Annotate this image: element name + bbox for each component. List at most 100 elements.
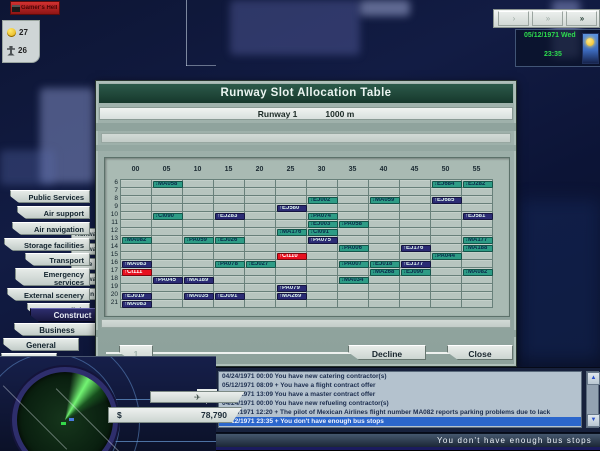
flight-chip-CI091[interactable]: ↓CI091 — [308, 229, 338, 236]
close-button[interactable]: Close — [447, 345, 513, 360]
game-speed-controls: ›»» — [493, 9, 600, 28]
scroll-down-arrow-icon[interactable]: ▼ — [587, 414, 600, 427]
log-message[interactable]: 04/24/1971 00:00 You have new catering c… — [222, 373, 387, 380]
flight-chip-PA078[interactable]: ↓PA078 — [215, 261, 245, 268]
sidebar-item-storage-facilities[interactable]: Storage facilities — [4, 238, 90, 251]
menu-button-business[interactable]: Business — [14, 323, 100, 336]
sidebar-item-transport[interactable]: Transport — [25, 253, 90, 266]
log-scrollbar[interactable]: ▲ ▼ — [586, 371, 600, 428]
flight-chip-EJ002[interactable]: ↓EJ002 — [308, 197, 338, 204]
flight-chip-PA044[interactable]: ↓PA044 — [432, 253, 462, 260]
flight-chip-PA075[interactable]: ↑PA075 — [308, 237, 338, 244]
flight-chip-EJ091[interactable]: ↑EJ091 — [215, 293, 245, 300]
flight-chip-CI111[interactable]: ↑CI111 — [122, 269, 152, 276]
flight-chip-MA083[interactable]: ↑MA083 — [122, 261, 152, 268]
flight-chip-CI110[interactable]: ↑CI110 — [277, 253, 307, 260]
flight-chip-MA189[interactable]: ↑MA189 — [184, 277, 214, 284]
flight-chip-EJ026[interactable]: ↓EJ026 — [215, 237, 245, 244]
row-header-17: 17 — [110, 267, 118, 274]
row-header-7: 7 — [114, 187, 118, 194]
speed-button-3[interactable]: » — [566, 11, 597, 26]
sidebar-item-air-support[interactable]: Air support — [17, 206, 90, 219]
flight-chip-PA006[interactable]: ↓PA006 — [339, 245, 369, 252]
flight-chip-EJ282[interactable]: ↓EJ282 — [463, 181, 493, 188]
flight-chip-EJ027[interactable]: ↓EJ027 — [246, 261, 276, 268]
radar-sweep — [17, 372, 113, 451]
sun-icon — [586, 38, 594, 46]
log-message[interactable]: 05/12/1971 23:35 + You don't have enough… — [219, 417, 581, 426]
row-header-12: 12 — [110, 227, 118, 234]
flight-chip-MA058[interactable]: ↓MA058 — [153, 181, 183, 188]
building-shape — [40, 88, 95, 183]
flight-chip-PA007[interactable]: ↓PA007 — [339, 261, 369, 268]
flight-chip-MA188[interactable]: ↓MA188 — [463, 245, 493, 252]
radar-display[interactable] — [12, 367, 118, 451]
log-message[interactable]: 04/24/1971 00:00 You have new refueling … — [222, 400, 389, 407]
airport-name-banner: Gamer's Hell — [10, 1, 60, 15]
row-header-18: 18 — [110, 275, 118, 282]
flight-chip-MA082[interactable]: ↓MA082 — [463, 269, 493, 276]
flight-chip-EJ684[interactable]: ↓EJ684 — [432, 181, 462, 188]
col-header-25: 25 — [286, 166, 295, 173]
row-header-8: 8 — [114, 195, 118, 202]
log-message[interactable]: 05/12/1971 08:09 + You have a flight con… — [222, 382, 376, 389]
flight-chip-EJ283[interactable]: ↑EJ283 — [215, 213, 245, 220]
col-header-55: 55 — [472, 166, 481, 173]
flight-chip-EJ685[interactable]: ↑EJ685 — [432, 197, 462, 204]
flight-chip-CI090[interactable]: ↓CI090 — [153, 213, 183, 220]
flight-chip-EJ019[interactable]: ↑EJ019 — [122, 293, 152, 300]
sidebar-item-emergency-services[interactable]: Emergency services — [15, 268, 90, 286]
row-header-20: 20 — [110, 291, 118, 298]
runway-slot-dialog: Runway Slot Allocation Table Runway 1 10… — [95, 80, 517, 367]
plane-list-button[interactable]: ✈ — [150, 391, 245, 403]
dialog-title: Runway Slot Allocation Table — [99, 84, 513, 103]
flight-chip-EJ177[interactable]: ↑EJ177 — [401, 261, 431, 268]
row-header-13: 13 — [110, 235, 118, 242]
row-header-19: 19 — [110, 283, 118, 290]
flight-chip-EJ018[interactable]: ↓EJ018 — [370, 261, 400, 268]
menu-button-general[interactable]: General — [3, 338, 79, 351]
flight-chip-PA045[interactable]: ↑PA045 — [153, 277, 183, 284]
row-header-21: 21 — [110, 299, 118, 306]
flight-chip-EJ581[interactable]: ↑EJ581 — [463, 213, 493, 220]
flight-chip-MA034[interactable]: ↓MA034 — [339, 277, 369, 284]
decline-button[interactable]: Decline — [348, 345, 426, 360]
smiley-icon — [7, 27, 16, 37]
col-header-35: 35 — [348, 166, 357, 173]
scroll-up-arrow-icon[interactable]: ▲ — [587, 372, 600, 385]
flight-chip-PA058[interactable]: ↓PA058 — [339, 221, 369, 228]
decor-band — [96, 145, 516, 151]
log-message[interactable]: 05/11/1971 12:20 + The pilot of Mexican … — [222, 409, 551, 416]
log-message[interactable]: 01/30/1971 13:09 You have a master contr… — [222, 391, 376, 398]
flight-chip-MA269[interactable]: ↑MA269 — [277, 293, 307, 300]
money-value: 78,790 — [201, 410, 227, 420]
weather-widget — [582, 33, 599, 64]
flight-chip-MA176[interactable]: ↓MA176 — [277, 229, 307, 236]
flight-chip-EJ003[interactable]: ↓EJ003 — [308, 221, 338, 228]
flight-chip-PA079[interactable]: ↑PA079 — [277, 285, 307, 292]
flight-chip-PA074[interactable]: ↓PA074 — [308, 213, 338, 220]
flight-chip-MA082[interactable]: ↓MA082 — [122, 237, 152, 244]
flight-chip-MA268[interactable]: ↓MA268 — [370, 269, 400, 276]
flight-chip-MA035[interactable]: ↑MA035 — [184, 293, 214, 300]
flight-chip-MA059[interactable]: ↓MA059 — [370, 197, 400, 204]
speed-button-1[interactable]: › — [498, 11, 529, 26]
building-shape — [230, 0, 360, 55]
sidebar-item-external-scenery[interactable]: External scenery — [7, 288, 90, 301]
col-header-40: 40 — [379, 166, 388, 173]
flight-chip-EJ176[interactable]: ↑EJ176 — [401, 245, 431, 252]
flight-chip-MA177[interactable]: ↓MA177 — [463, 237, 493, 244]
flight-chip-EJ090[interactable]: ↓EJ090 — [401, 269, 431, 276]
sidebar-item-public-services[interactable]: Public Services — [10, 190, 90, 203]
runway-info-strip: Runway 1 1000 m — [99, 107, 513, 120]
row-header-10: 10 — [110, 211, 118, 218]
col-header-00: 00 — [131, 166, 140, 173]
building-shape — [0, 150, 55, 185]
sidebar-item-air-navigation[interactable]: Air navigation — [12, 222, 90, 235]
flight-chip-EJ580[interactable]: ↑EJ580 — [277, 205, 307, 212]
flight-chip-MA083[interactable]: ↑MA083 — [122, 301, 152, 308]
flight-chip-PA059[interactable]: ↓PA059 — [184, 237, 214, 244]
slot-grid-body[interactable]: ↓MA058 ↓EJ684 ↓EJ282 ↓EJ002 ↓MA059 ↑EJ685 ↑EJ5… — [120, 179, 493, 308]
speed-button-2[interactable]: » — [532, 11, 563, 26]
game-time: 23:35 — [544, 51, 562, 58]
